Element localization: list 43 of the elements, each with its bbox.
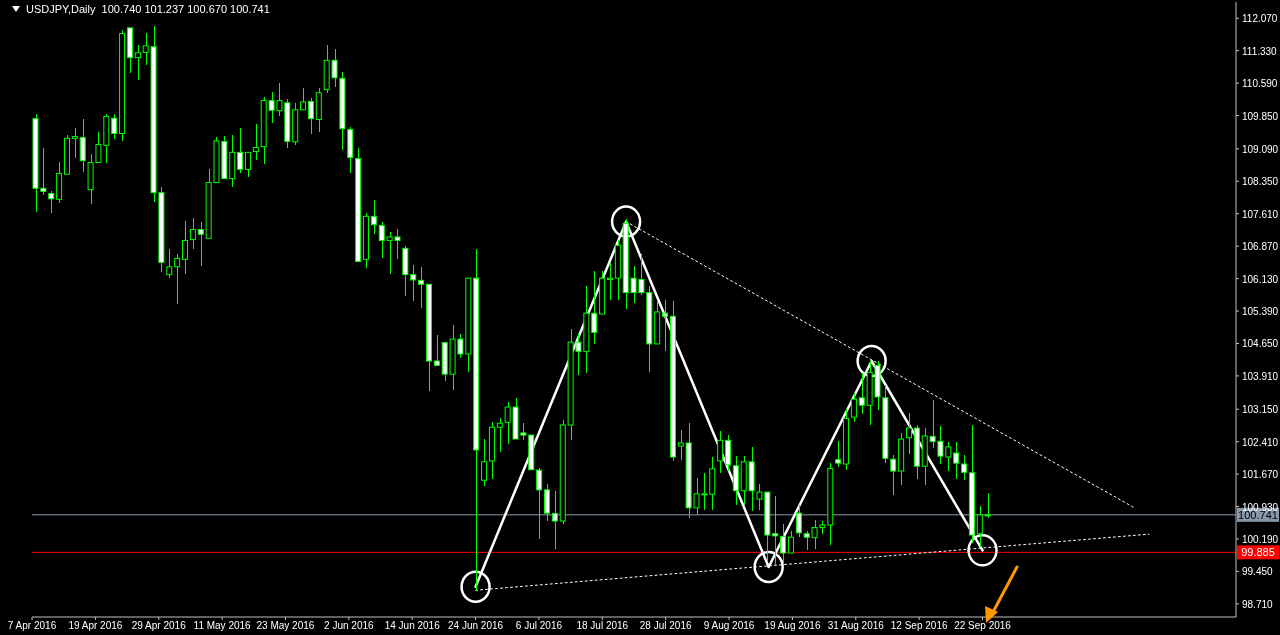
y-tick-label: 110.590 [1242, 78, 1278, 90]
x-tick-label: 24 Jun 2016 [448, 620, 504, 632]
x-tick-label: 31 Aug 2016 [827, 620, 885, 632]
x-tick-label: 9 Aug 2016 [703, 620, 755, 632]
x-tick-label: 7 Apr 2016 [7, 620, 57, 632]
point [610, 205, 642, 238]
y-tick-label: 109.850 [1242, 110, 1279, 122]
y-tick-label: 107.610 [1242, 208, 1279, 220]
ref-line-label: 99.885 [1241, 546, 1275, 559]
y-tick-label: 109.090 [1242, 143, 1279, 155]
candlestick [551, 490, 558, 550]
y-tick-label: 111.330 [1242, 45, 1278, 57]
x-tick-label: 28 Jul 2016 [639, 620, 692, 632]
y-tick-label: 106.870 [1242, 241, 1279, 253]
chart-title: USDJPY,Daily 100.740 101.237 100.670 100.741 [26, 3, 270, 15]
x-tick-label: 29 Apr 2016 [131, 620, 187, 632]
x-tick-label: 23 May 2016 [256, 620, 315, 632]
y-tick-label: 106.130 [1242, 273, 1279, 285]
x-tick-label: 11 May 2016 [193, 620, 252, 632]
point [856, 344, 887, 378]
y-tick-label: 112.070 [1242, 13, 1278, 25]
x-tick-label: 19 Apr 2016 [68, 620, 123, 632]
x-tick-label: 22 Sep 2016 [954, 620, 1012, 632]
point [753, 550, 784, 584]
y-tick-label: 108.350 [1242, 176, 1279, 188]
y-tick-label: 98.710 [1242, 598, 1274, 610]
x-tick-label: 6 Jul 2016 [515, 620, 563, 632]
y-tick-label: 103.910 [1242, 370, 1279, 382]
x-tick-label: 19 Aug 2016 [764, 620, 821, 632]
y-tick-label: 102.410 [1242, 436, 1279, 448]
y-tick-label: 104.650 [1242, 338, 1279, 350]
y-tick-label: 99.450 [1242, 566, 1274, 578]
y-tick-label: 105.390 [1242, 306, 1279, 318]
x-tick-label: 2 Jun 2016 [324, 620, 375, 632]
candlestick [425, 283, 432, 392]
point [460, 570, 491, 603]
x-tick-label: 18 Jul 2016 [576, 620, 629, 632]
point [967, 534, 998, 567]
x-tick-label: 12 Sep 2016 [890, 620, 948, 632]
x-tick-label: 14 Jun 2016 [384, 620, 441, 632]
y-tick-label: 101.670 [1242, 469, 1279, 481]
y-tick-label: 100.190 [1242, 533, 1279, 545]
y-tick-label: 103.150 [1242, 404, 1279, 416]
